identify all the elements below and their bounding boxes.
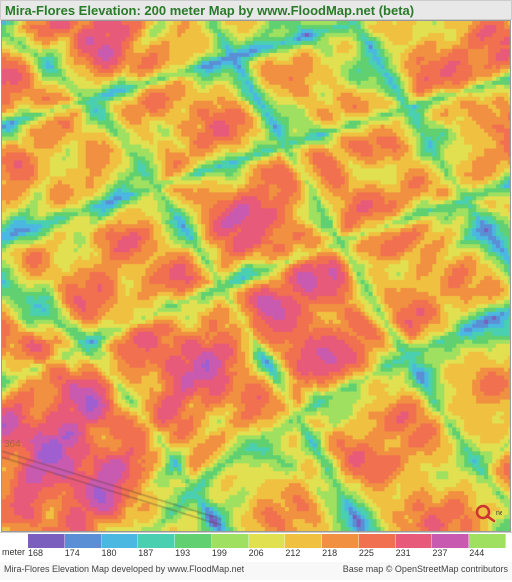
search-icon[interactable]: net <box>474 503 502 523</box>
legend-swatch <box>102 534 139 548</box>
legend-value: 231 <box>396 548 433 560</box>
search-icon-label: net <box>496 510 502 517</box>
legend-value: 187 <box>138 548 175 560</box>
legend-value: 193 <box>175 548 212 560</box>
legend-value: 180 <box>102 548 139 560</box>
terrain-canvas <box>2 21 510 531</box>
elevation-map[interactable]: 364 net <box>1 20 511 532</box>
legend-swatch <box>432 534 469 548</box>
legend-swatch <box>359 534 396 548</box>
footer-credit-right: Base map © OpenStreetMap contributors <box>343 564 508 578</box>
legend-swatch <box>212 534 249 548</box>
legend-value: 237 <box>432 548 469 560</box>
legend-unit-label: meter <box>2 547 25 557</box>
legend-swatch <box>175 534 212 548</box>
legend-value: 199 <box>212 548 249 560</box>
legend-value: 212 <box>285 548 322 560</box>
footer: Mira-Flores Elevation Map developed by w… <box>0 562 512 580</box>
legend-swatch <box>285 534 322 548</box>
legend-color-bar <box>28 534 506 548</box>
legend-swatch <box>65 534 102 548</box>
legend-swatch <box>469 534 506 548</box>
legend-value-labels: 168174180187193199206212218225231237244 <box>28 548 506 560</box>
elevation-legend: meter 1681741801871931992062122182252312… <box>0 532 512 562</box>
legend-swatch <box>138 534 175 548</box>
legend-swatch <box>28 534 65 548</box>
footer-credit-left: Mira-Flores Elevation Map developed by w… <box>4 564 244 578</box>
legend-value: 206 <box>249 548 286 560</box>
legend-value: 218 <box>322 548 359 560</box>
legend-swatch <box>396 534 433 548</box>
legend-value: 168 <box>28 548 65 560</box>
page-title: Mira-Flores Elevation: 200 meter Map by … <box>0 0 512 20</box>
road-label: 364 <box>4 439 21 450</box>
legend-value: 244 <box>469 548 506 560</box>
legend-value: 225 <box>359 548 396 560</box>
legend-value: 174 <box>65 548 102 560</box>
legend-swatch <box>249 534 286 548</box>
legend-swatch <box>322 534 359 548</box>
